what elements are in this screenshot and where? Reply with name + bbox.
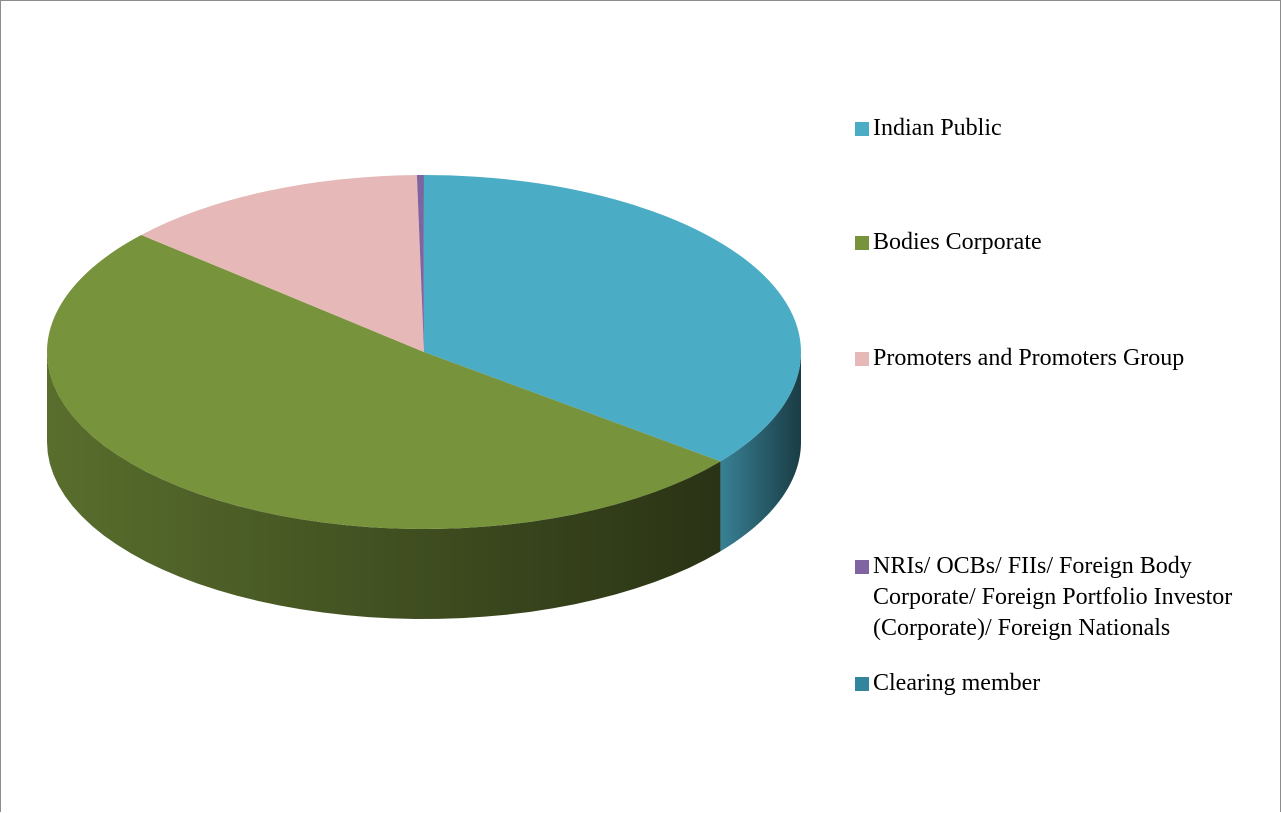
slice-side xyxy=(47,352,721,619)
legend-item: Clearing member xyxy=(855,668,1275,699)
legend-label: Indian Public xyxy=(873,115,1002,141)
legend-item: NRIs/ OCBs/ FIIs/ Foreign Body Corporate… xyxy=(855,551,1275,644)
legend-item: Promoters and Promoters Group xyxy=(855,343,1275,374)
legend-swatch xyxy=(855,352,869,366)
legend-item: Indian Public xyxy=(855,113,1275,144)
legend-label: Promoters and Promoters Group xyxy=(873,345,1185,371)
slice xyxy=(416,175,424,352)
slice xyxy=(424,175,801,462)
legend-label: Clearing member xyxy=(873,670,1041,696)
legend-label: NRIs/ OCBs/ FIIs/ Foreign Body Corporate… xyxy=(873,553,1233,641)
legend-item: Bodies Corporate xyxy=(855,227,1275,258)
slice xyxy=(46,234,721,530)
legend-swatch xyxy=(855,236,869,250)
slice xyxy=(141,175,424,352)
slice-side xyxy=(720,352,801,552)
legend-swatch xyxy=(855,677,869,691)
legend-swatch xyxy=(855,560,869,574)
legend-swatch xyxy=(855,122,869,136)
legend-label: Bodies Corporate xyxy=(873,229,1042,255)
